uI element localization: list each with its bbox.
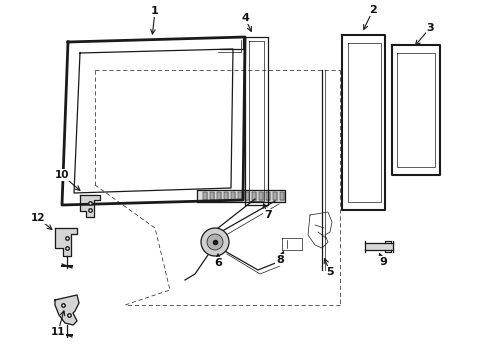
Polygon shape	[245, 192, 249, 200]
Text: 5: 5	[326, 267, 334, 277]
Polygon shape	[280, 192, 284, 200]
Polygon shape	[266, 192, 270, 200]
Text: 6: 6	[214, 258, 222, 268]
Polygon shape	[224, 192, 228, 200]
Polygon shape	[259, 192, 263, 200]
Polygon shape	[197, 190, 285, 202]
Text: 3: 3	[426, 23, 434, 33]
Text: 12: 12	[31, 213, 45, 223]
Polygon shape	[203, 192, 207, 200]
Polygon shape	[210, 192, 214, 200]
Polygon shape	[252, 192, 256, 200]
Text: 8: 8	[276, 255, 284, 265]
Text: 7: 7	[264, 210, 272, 220]
Circle shape	[207, 234, 223, 250]
Polygon shape	[231, 192, 235, 200]
Polygon shape	[273, 192, 277, 200]
Polygon shape	[55, 295, 79, 325]
Polygon shape	[55, 228, 77, 256]
Text: 11: 11	[51, 327, 65, 337]
Text: 10: 10	[55, 170, 69, 180]
Text: 1: 1	[151, 6, 159, 16]
Polygon shape	[238, 192, 242, 200]
Text: 4: 4	[241, 13, 249, 23]
Polygon shape	[80, 195, 100, 217]
Text: 2: 2	[369, 5, 377, 15]
Polygon shape	[365, 243, 393, 250]
Text: 9: 9	[379, 257, 387, 267]
Circle shape	[201, 228, 229, 256]
Polygon shape	[217, 192, 221, 200]
